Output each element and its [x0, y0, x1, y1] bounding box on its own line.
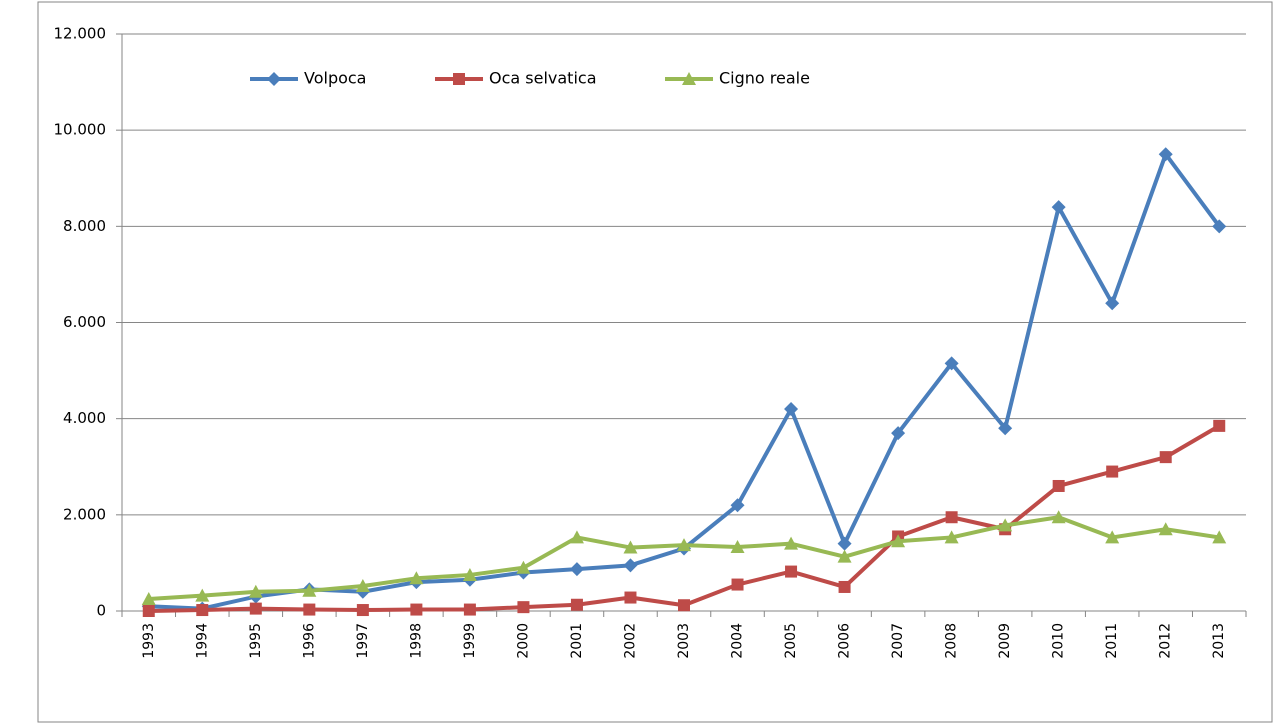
y-tick-label: 10.000 — [54, 121, 107, 139]
x-tick-label: 2013 — [1211, 623, 1227, 659]
x-tick-label: 2007 — [890, 623, 906, 659]
point-marker — [837, 549, 852, 563]
point-marker — [302, 583, 317, 597]
x-tick-label: 2005 — [783, 623, 799, 659]
point-marker — [1051, 200, 1066, 215]
point-marker — [1213, 419, 1226, 432]
y-tick-label: 2.000 — [63, 505, 106, 523]
point-marker — [891, 534, 906, 548]
legend-marker — [453, 73, 465, 85]
point-marker — [623, 558, 638, 573]
point-marker — [945, 511, 958, 524]
point-marker — [249, 602, 262, 615]
point-marker — [195, 588, 210, 602]
point-marker — [1105, 530, 1120, 544]
x-tick-label: 2009 — [997, 623, 1013, 659]
point-marker — [1212, 219, 1227, 234]
x-tick-label: 2002 — [622, 623, 638, 659]
point-marker — [944, 356, 959, 371]
x-tick-label: 1993 — [141, 623, 157, 659]
point-marker — [569, 530, 584, 544]
point-marker — [730, 540, 745, 554]
legend-label: Cigno reale — [719, 69, 810, 88]
x-tick-label: 1997 — [355, 623, 371, 659]
point-marker — [624, 591, 637, 604]
point-marker — [785, 565, 798, 578]
point-marker — [1212, 530, 1227, 544]
legend-label: Oca selvatica — [489, 69, 597, 88]
x-tick-label: 2008 — [944, 623, 960, 659]
legend-marker — [267, 72, 281, 86]
x-tick-label: 1994 — [194, 623, 210, 659]
point-marker — [409, 571, 424, 585]
x-tick-label: 2003 — [676, 623, 692, 659]
y-tick-label: 6.000 — [63, 313, 106, 331]
point-marker — [837, 536, 852, 551]
point-marker — [1158, 147, 1173, 162]
point-marker — [1105, 296, 1120, 311]
point-marker — [678, 599, 690, 612]
point-marker — [356, 604, 369, 617]
point-marker — [463, 603, 476, 616]
point-marker — [517, 601, 530, 614]
y-tick-label: 0 — [96, 602, 106, 620]
point-marker — [998, 421, 1013, 436]
legend-label: Volpoca — [304, 69, 366, 88]
point-marker — [838, 580, 851, 593]
x-tick-label: 2011 — [1104, 623, 1120, 659]
point-marker — [355, 578, 370, 592]
point-marker — [303, 603, 316, 616]
legend-marker — [682, 72, 696, 85]
point-marker — [462, 567, 477, 581]
x-tick-label: 2010 — [1051, 623, 1067, 659]
point-marker — [142, 605, 155, 617]
chart-border — [37, 1, 1273, 723]
point-marker — [196, 604, 209, 617]
point-marker — [1159, 451, 1172, 464]
point-marker — [410, 603, 423, 616]
point-marker — [141, 591, 156, 605]
point-marker — [944, 530, 959, 544]
point-marker — [623, 540, 638, 554]
x-tick-label: 2000 — [515, 623, 531, 659]
point-marker — [677, 538, 691, 552]
point-marker — [784, 536, 799, 550]
x-tick-label: 1999 — [462, 623, 478, 659]
y-tick-label: 12.000 — [54, 25, 107, 43]
x-tick-label: 2012 — [1158, 623, 1174, 659]
point-marker — [1158, 522, 1173, 536]
y-tick-label: 4.000 — [63, 409, 106, 427]
point-marker — [731, 578, 744, 591]
x-tick-label: 1996 — [301, 623, 317, 659]
x-tick-label: 2006 — [837, 623, 853, 659]
point-marker — [891, 426, 906, 441]
point-marker — [784, 402, 799, 417]
point-marker — [569, 562, 584, 577]
x-tick-label: 2001 — [569, 623, 585, 659]
point-marker — [1051, 510, 1066, 524]
point-marker — [1106, 465, 1119, 478]
point-marker — [570, 598, 583, 611]
point-marker — [1052, 479, 1065, 492]
x-tick-label: 1995 — [248, 623, 264, 659]
point-marker — [730, 498, 745, 513]
y-tick-label: 8.000 — [63, 217, 106, 235]
point-marker — [998, 518, 1013, 532]
point-marker — [516, 560, 531, 574]
point-marker — [248, 584, 263, 598]
x-tick-label: 2004 — [730, 623, 746, 659]
x-tick-label: 1998 — [408, 623, 424, 659]
